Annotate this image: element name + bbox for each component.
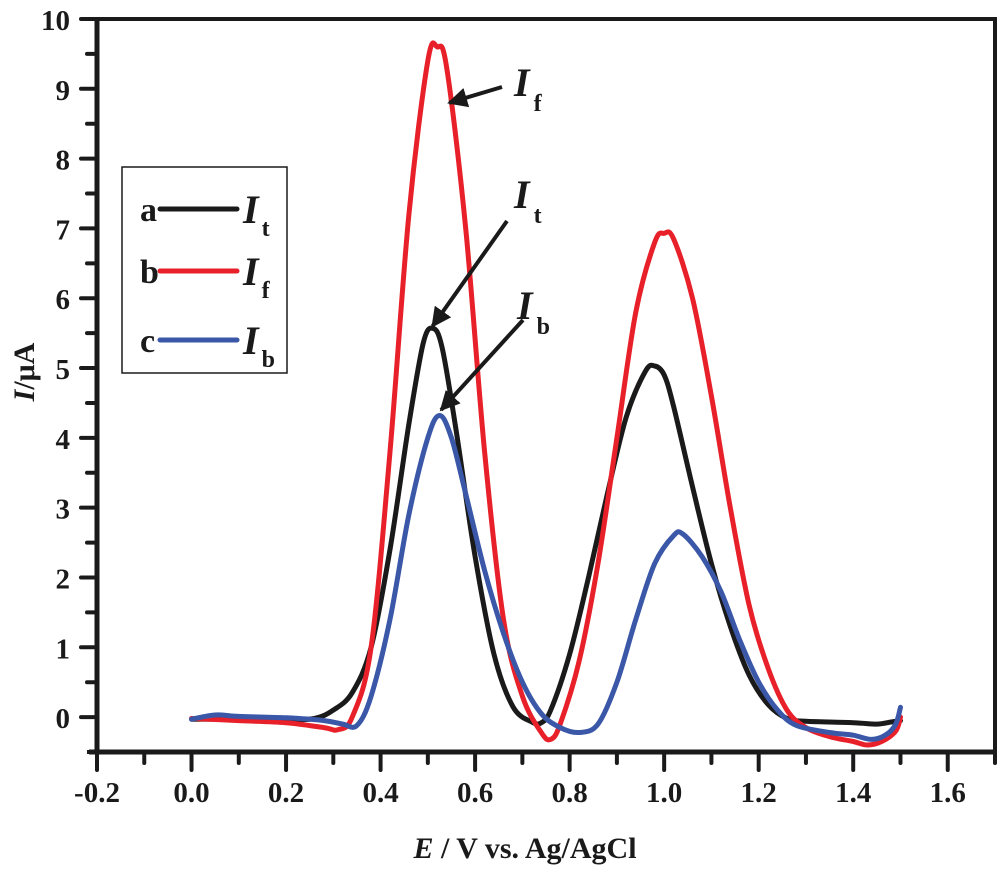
y-axis-title: I/μA bbox=[8, 342, 41, 402]
annotation-subscript: f bbox=[534, 91, 543, 117]
x-tick-label: 1.0 bbox=[646, 777, 682, 809]
x-tick-label: -0.2 bbox=[74, 777, 120, 809]
y-axis: 0 1 2 3 4 5 6 7 8 9 10 bbox=[41, 5, 99, 754]
annotation-symbol: I bbox=[516, 283, 534, 328]
annotation-subscript: t bbox=[534, 203, 542, 229]
legend-symbol: I bbox=[242, 249, 260, 294]
x-tick-label: 0.2 bbox=[268, 777, 304, 809]
annotation-subscript: b bbox=[537, 314, 550, 340]
legend-subscript: t bbox=[262, 216, 270, 242]
x-tick-label: 0.4 bbox=[362, 777, 398, 809]
series-a-It-line bbox=[189, 325, 903, 727]
annotation-symbol: I bbox=[513, 60, 531, 105]
plot-frame bbox=[89, 17, 997, 755]
x-tick-label: 0.0 bbox=[173, 777, 209, 809]
series-layer bbox=[189, 40, 903, 748]
arrow-It bbox=[430, 219, 509, 328]
x-axis-title: E / V vs. Ag/AgCl bbox=[412, 832, 636, 865]
y-tick-label: 6 bbox=[56, 284, 71, 316]
x-tick-label: 1.4 bbox=[835, 777, 871, 809]
y-tick-label: 4 bbox=[56, 424, 71, 456]
x-axis: -0.2 0.0 0.2 0.4 0.6 0.8 1.0 1.2 1.4 1.6 bbox=[74, 750, 997, 809]
y-tick-label: 3 bbox=[56, 494, 71, 526]
y-tick-label: 2 bbox=[56, 563, 71, 595]
legend-subscript: b bbox=[262, 347, 275, 373]
y-tick-label: 1 bbox=[56, 633, 71, 665]
legend-letter-b: b bbox=[140, 254, 159, 291]
x-tick-label: 0.8 bbox=[552, 777, 588, 809]
legend-letter-c: c bbox=[140, 323, 155, 360]
arrow-Ib bbox=[439, 318, 525, 412]
y-tick-label: 8 bbox=[56, 145, 71, 177]
y-tick-label: 7 bbox=[56, 214, 71, 246]
legend-symbol: I bbox=[242, 187, 260, 232]
y-tick-label: 10 bbox=[41, 5, 70, 37]
series-b-If-line bbox=[189, 40, 903, 748]
x-tick-label: 0.6 bbox=[457, 777, 493, 809]
y-tick-label: 0 bbox=[56, 703, 71, 735]
y-tick-label: 9 bbox=[56, 75, 71, 107]
legend-letter-a: a bbox=[140, 192, 157, 229]
arrow-If bbox=[447, 85, 503, 108]
legend-symbol: I bbox=[242, 318, 260, 363]
series-c-Ib-line bbox=[189, 413, 903, 742]
annotation-symbol: I bbox=[513, 172, 531, 217]
legend-subscript: f bbox=[262, 278, 271, 304]
y-tick-label: 5 bbox=[56, 354, 71, 386]
x-tick-label: 1.2 bbox=[741, 777, 777, 809]
x-tick-label: 1.6 bbox=[930, 777, 966, 809]
